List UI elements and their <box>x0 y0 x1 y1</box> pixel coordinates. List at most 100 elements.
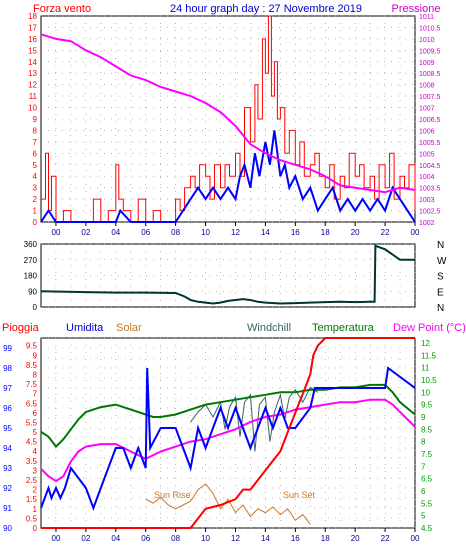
rain-ytick-label: 7 <box>33 390 38 399</box>
wind-ytick-label: 18 <box>28 12 37 21</box>
series-windchill <box>190 386 319 452</box>
temperature-ytick-label: 6.5 <box>421 475 433 484</box>
pressure-series <box>40 33 416 194</box>
direction-ytick-label: 0 <box>33 303 38 312</box>
pressure-ytick-label: 1002 <box>419 220 435 227</box>
temperature-ytick-label: 5.5 <box>421 499 433 508</box>
humidity-ytick-label: 90 <box>3 524 12 533</box>
humidity-ytick-label: 94 <box>3 444 12 453</box>
weather-frame <box>40 337 416 529</box>
humidity-ytick-label: 97 <box>3 384 12 393</box>
pressure-ytick-label: 1005 <box>419 151 435 158</box>
rain-ytick-label: 0.5 <box>26 514 38 523</box>
weather-xtick-label: 16 <box>291 534 300 543</box>
wind-direction-frame <box>40 243 416 308</box>
wind-pressure-xtick-label: 14 <box>261 228 270 237</box>
humidity-ytick-label: 92 <box>3 484 12 493</box>
compass-tick-label: E <box>437 287 444 298</box>
wind-ytick-label: 8 <box>33 126 38 135</box>
temperature-ytick-label: 7.5 <box>421 450 433 459</box>
wind-ytick-label: 4 <box>33 172 38 181</box>
wind-pressure-panel: 012345678910111213141516171810021002.510… <box>28 12 440 237</box>
wind-pressure-xtick-label: 04 <box>111 228 120 237</box>
wind-pressure-xtick-label: 02 <box>81 228 90 237</box>
wind-pressure-xtick-label: 20 <box>351 228 360 237</box>
rain-ytick-label: 9.5 <box>26 342 38 351</box>
temperature-ytick-label: 12 <box>421 339 430 348</box>
wind-gust-series <box>40 130 416 223</box>
pressure-ytick-label: 1004 <box>419 174 435 181</box>
compass-tick-label: N <box>437 240 444 251</box>
pressure-ytick-label: 1009 <box>419 60 435 67</box>
sun-set-annotation: Sun Set <box>283 490 316 500</box>
wind-ytick-label: 0 <box>33 218 38 227</box>
temperature-ytick-label: 7 <box>421 462 426 471</box>
dewpoint-label: Dew Point (°C) <box>393 322 466 334</box>
weather-xtick-label: 14 <box>261 534 270 543</box>
weather-xtick-label: 20 <box>351 534 360 543</box>
weather-xtick-label: 00 <box>411 534 420 543</box>
rain-ytick-label: 5.5 <box>26 418 38 427</box>
temperature-ytick-label: 4.5 <box>421 524 433 533</box>
wind-ytick-label: 5 <box>33 161 38 170</box>
weather-xtick-label: 12 <box>231 534 240 543</box>
direction-ytick-label: 180 <box>24 272 38 281</box>
weather-xtick-label: 18 <box>321 534 330 543</box>
pressure-ytick-label: 1005.5 <box>419 140 441 147</box>
weather-xtick-label: 22 <box>381 534 390 543</box>
pressure-ytick-label: 1008 <box>419 83 435 90</box>
series-dewpoint <box>40 398 416 483</box>
pressure-ytick-label: 1011 <box>419 14 434 21</box>
wind-ytick-label: 15 <box>28 46 37 55</box>
solar-label: Solar <box>116 322 142 334</box>
rain-ytick-label: 4 <box>33 447 38 456</box>
wind-pressure-xtick-label: 10 <box>201 228 210 237</box>
humidity-ytick-label: 91 <box>3 504 12 513</box>
rain-ytick-label: 5 <box>33 428 38 437</box>
wind-pressure-xtick-label: 00 <box>52 228 61 237</box>
rain-ytick-label: 8.5 <box>26 361 38 370</box>
rain-ytick-label: 8 <box>33 370 38 379</box>
weather-panel: 9091929394959697989900.511.522.533.544.5… <box>3 337 437 543</box>
rain-ytick-label: 1.5 <box>26 495 38 504</box>
pressure-ytick-label: 1007.5 <box>419 94 441 101</box>
humidity-ytick-label: 95 <box>3 424 12 433</box>
wind-pressure-xtick-label: 18 <box>321 228 330 237</box>
rain-ytick-label: 6.5 <box>26 399 38 408</box>
temperature-ytick-label: 10.5 <box>421 376 437 385</box>
windchill-label: Windchill <box>247 322 291 334</box>
wind-ytick-label: 12 <box>28 81 37 90</box>
temperature-ytick-label: 6 <box>421 487 426 496</box>
wind-ytick-label: 9 <box>33 115 38 124</box>
temperature-ytick-label: 8.5 <box>421 425 433 434</box>
rain-ytick-label: 3.5 <box>26 457 38 466</box>
rain-ytick-label: 1 <box>33 505 38 514</box>
wind-axis-title: Forza vento <box>33 3 91 15</box>
wind-ytick-label: 2 <box>33 195 38 204</box>
compass-tick-label: N <box>437 303 444 314</box>
weather-xtick-label: 04 <box>111 534 120 543</box>
wind-direction-series <box>40 244 415 305</box>
rain-ytick-label: 6 <box>33 409 38 418</box>
temperature-ytick-label: 8 <box>421 438 426 447</box>
pressure-ytick-label: 1002.5 <box>419 209 441 216</box>
temperature-ytick-label: 9.5 <box>421 401 433 410</box>
humidity-ytick-label: 98 <box>3 364 12 373</box>
humidity-label: Umidita <box>66 322 104 334</box>
direction-ytick-label: 90 <box>28 287 37 296</box>
chart-title: 24 hour graph day : 27 Novembre 2019 <box>170 3 362 15</box>
weather-xtick-label: 08 <box>171 534 180 543</box>
rain-label: Pioggia <box>2 322 40 334</box>
rain-ytick-label: 7.5 <box>26 380 38 389</box>
temperature-ytick-label: 9 <box>421 413 426 422</box>
pressure-ytick-label: 1004.5 <box>419 163 441 170</box>
wind-pressure-xtick-label: 22 <box>381 228 390 237</box>
wind-pressure-xtick-label: 00 <box>411 228 420 237</box>
pressure-ytick-label: 1006.5 <box>419 117 441 124</box>
wind-pressure-xtick-label: 08 <box>171 228 180 237</box>
wind-ytick-label: 3 <box>33 184 38 193</box>
rain-ytick-label: 3 <box>33 466 38 475</box>
wind-ytick-label: 6 <box>33 149 38 158</box>
